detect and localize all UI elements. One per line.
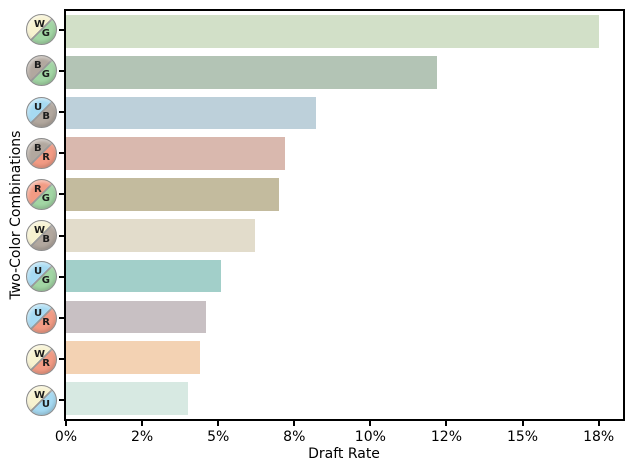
mana-letter-u: U: [41, 398, 50, 410]
bar-ur: [66, 300, 206, 334]
mana-letter-r: R: [42, 357, 50, 369]
x-axis-label: Draft Rate: [308, 446, 380, 462]
x-tick-label: 2%: [130, 429, 154, 445]
bar-wg: [66, 15, 599, 48]
bar-ug: [66, 259, 222, 293]
bar-wb: [66, 219, 255, 252]
mana-letter-r: R: [42, 316, 50, 328]
mana-letter-g: G: [41, 28, 50, 40]
mana-letter-u: U: [34, 101, 43, 113]
x-tick-mark: [141, 421, 144, 426]
bar-row-wg: [66, 11, 623, 52]
mana-letter-g: G: [41, 69, 50, 81]
y-tick-mark: [59, 111, 64, 113]
mana-letter-r: R: [42, 151, 50, 163]
bar-row-ub: [66, 93, 623, 134]
bar-wr: [66, 341, 200, 375]
bar-bg: [66, 55, 438, 89]
x-tick-mark: [369, 421, 372, 426]
y-tick-mark: [59, 152, 64, 155]
x-tick-mark: [65, 421, 67, 426]
bar-row-wb: [66, 215, 623, 256]
mana-letter-b: B: [34, 142, 42, 154]
bar-wu: [66, 382, 188, 415]
mana-letter-w: W: [34, 225, 46, 237]
mana-letter-w: W: [34, 19, 46, 31]
mana-letter-b: B: [42, 110, 50, 122]
bar-row-br: [66, 133, 623, 174]
mana-letter-u: U: [34, 307, 43, 319]
bar-row-rg: [66, 174, 623, 215]
mana-letter-r: R: [34, 183, 42, 195]
bar-rg: [66, 178, 280, 211]
x-tick-mark: [521, 421, 524, 426]
mana-letter-w: W: [34, 389, 46, 401]
mana-letter-g: G: [41, 192, 50, 204]
bar-row-wr: [66, 337, 623, 378]
y-tick-mark: [59, 234, 64, 237]
bar-row-ug: [66, 256, 623, 297]
mana-letter-b: B: [34, 60, 42, 72]
x-axis-ticks: 0% 2% 5% 8% 10% 12% 15% 18%: [55, 421, 623, 463]
x-tick-label: 0%: [54, 429, 78, 445]
mana-letter-g: G: [41, 275, 50, 287]
bar-ub: [66, 96, 316, 130]
x-tick-mark: [217, 421, 220, 426]
y-tick-mark: [59, 275, 64, 278]
x-tick-label: 15%: [506, 429, 539, 445]
y-tick-mark: [59, 193, 64, 196]
y-tick-mark: [59, 317, 64, 320]
bar-row-ur: [66, 297, 623, 338]
x-tick-label: 10%: [354, 429, 386, 445]
plot-area: [64, 9, 625, 421]
mana-letter-u: U: [34, 266, 43, 278]
mana-letter-b: B: [42, 234, 50, 246]
y-tick-mark: [59, 358, 64, 361]
x-tick-label: 8%: [283, 429, 306, 445]
y-tick-mark: [59, 69, 64, 72]
y-tick-mark: [59, 28, 64, 31]
y-tick-mark: [59, 399, 64, 402]
x-tick-mark: [293, 421, 296, 426]
bar-row-wu: [66, 378, 623, 419]
x-tick-label: 5%: [207, 429, 230, 445]
x-tick-mark: [597, 421, 600, 426]
x-tick-mark: [445, 421, 448, 426]
bar-row-bg: [66, 52, 623, 93]
bar-br: [66, 137, 286, 171]
mana-letter-w: W: [34, 348, 46, 360]
x-tick-label: 12%: [430, 429, 463, 445]
x-tick-label: 18%: [583, 429, 615, 445]
